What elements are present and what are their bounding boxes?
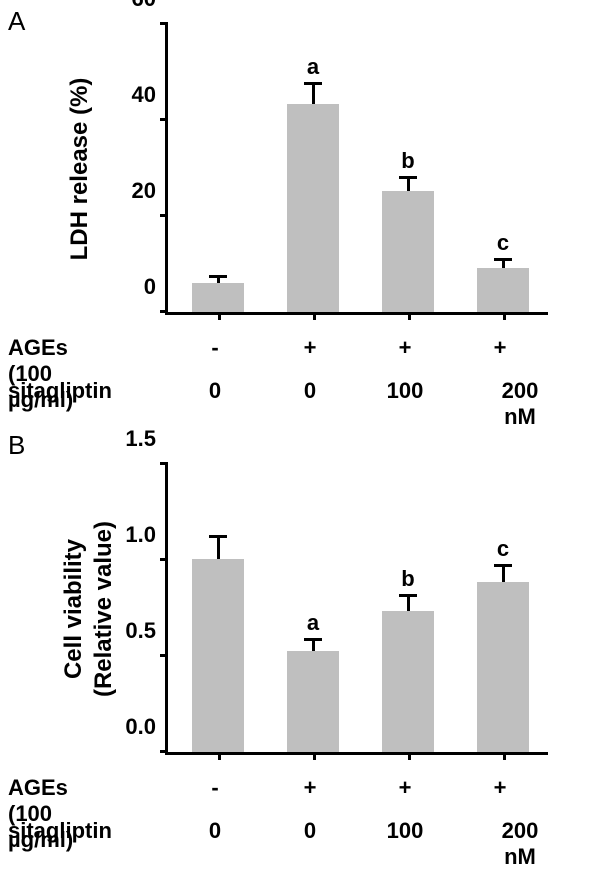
- ytick-label: 1.5: [106, 426, 168, 452]
- errorbar: [502, 567, 505, 582]
- row-cell: +: [304, 775, 317, 801]
- row-cell: 200 nM: [502, 818, 539, 870]
- xtick: [408, 312, 411, 320]
- ytick: [160, 558, 168, 561]
- sig-letter: c: [497, 230, 509, 256]
- bar: [192, 283, 244, 312]
- bar: [382, 611, 434, 752]
- ytick: [160, 22, 168, 25]
- ytick: [160, 214, 168, 217]
- xtick: [313, 312, 316, 320]
- xtick: [313, 752, 316, 760]
- row-cell: 0: [209, 818, 221, 844]
- bar: [477, 582, 529, 752]
- row-label-sitagliptin: sitagliptin: [8, 378, 112, 404]
- y-axis-label: LDH release (%): [66, 69, 94, 269]
- xtick: [503, 752, 506, 760]
- errorbar-cap: [209, 535, 227, 538]
- row-label-sitagliptin: sitagliptin: [8, 818, 112, 844]
- panel-a-label: A: [8, 6, 25, 37]
- errorbar: [407, 179, 410, 191]
- sig-letter: a: [307, 54, 319, 80]
- bar: [287, 651, 339, 752]
- ytick-label: 0: [106, 274, 168, 300]
- sig-letter: b: [401, 148, 414, 174]
- errorbar-cap: [304, 638, 322, 641]
- row-cell: +: [399, 775, 412, 801]
- row-cell: +: [494, 335, 507, 361]
- ytick-label: 60: [106, 0, 168, 12]
- row-cell: +: [399, 335, 412, 361]
- ytick: [160, 310, 168, 313]
- row-cell: +: [494, 775, 507, 801]
- errorbar: [312, 641, 315, 651]
- row-cell: 200 nM: [502, 378, 539, 430]
- sig-letter: c: [497, 536, 509, 562]
- row-cell: +: [304, 335, 317, 361]
- errorbar: [502, 261, 505, 268]
- errorbar: [312, 85, 315, 104]
- errorbar-cap: [494, 258, 512, 261]
- xtick: [503, 312, 506, 320]
- xtick: [218, 312, 221, 320]
- row-cell: 100: [387, 818, 424, 844]
- figure: A 0 20 40 60 a: [0, 0, 600, 888]
- errorbar: [217, 538, 220, 559]
- sig-letter: b: [401, 566, 414, 592]
- errorbar-cap: [494, 564, 512, 567]
- errorbar: [217, 278, 220, 283]
- panel-b-label: B: [8, 430, 25, 461]
- ytick: [160, 654, 168, 657]
- row-cell: -: [211, 775, 218, 801]
- xtick: [408, 752, 411, 760]
- ytick: [160, 462, 168, 465]
- y-axis-label-line2: (Relative value): [90, 499, 118, 719]
- bar: [192, 559, 244, 752]
- bar: [477, 268, 529, 312]
- xtick: [218, 752, 221, 760]
- chart-b-axes: 0.0 0.5 1.0 1.5 a b: [165, 462, 548, 755]
- errorbar-cap: [209, 275, 227, 278]
- errorbar-cap: [399, 176, 417, 179]
- row-cell: 0: [304, 818, 316, 844]
- row-cell: 100: [387, 378, 424, 404]
- errorbar-cap: [399, 594, 417, 597]
- errorbar-cap: [304, 82, 322, 85]
- row-cell: 0: [209, 378, 221, 404]
- bar: [382, 191, 434, 312]
- y-axis-label-line1: Cell viability: [60, 499, 88, 719]
- row-cell: 0: [304, 378, 316, 404]
- ytick-label: 20: [106, 178, 168, 204]
- errorbar: [407, 597, 410, 611]
- ytick: [160, 118, 168, 121]
- ytick-label: 40: [106, 82, 168, 108]
- bar: [287, 104, 339, 312]
- ytick: [160, 750, 168, 753]
- row-cell: -: [211, 335, 218, 361]
- chart-a-axes: 0 20 40 60 a b: [165, 22, 548, 315]
- sig-letter: a: [307, 610, 319, 636]
